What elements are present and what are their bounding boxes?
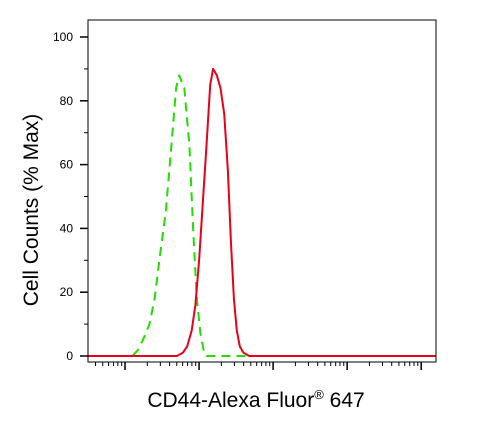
isotype-control-curve bbox=[88, 74, 436, 357]
x-axis-title-superscript: ® bbox=[314, 387, 324, 402]
y-tick-label: 20 bbox=[60, 285, 74, 299]
y-tick-label: 60 bbox=[60, 158, 74, 172]
y-tick-label: 40 bbox=[60, 221, 74, 235]
cd44-stained-curve bbox=[88, 67, 436, 357]
plot-frame bbox=[87, 19, 437, 363]
y-tick-label: 100 bbox=[53, 30, 73, 44]
y-axis: 0 20 40 60 80 100 bbox=[53, 30, 88, 363]
x-axis-title: CD44-Alexa Fluor® 647 bbox=[147, 387, 364, 412]
y-tick-label: 0 bbox=[66, 349, 73, 363]
series-layer bbox=[88, 67, 436, 357]
x-axis-title-suffix: 647 bbox=[324, 389, 365, 412]
x-axis bbox=[95, 362, 422, 370]
y-tick-label: 80 bbox=[60, 94, 74, 108]
y-axis-title: Cell Counts (% Max) bbox=[20, 114, 43, 307]
x-axis-title-main: CD44-Alexa Fluor bbox=[147, 389, 314, 412]
